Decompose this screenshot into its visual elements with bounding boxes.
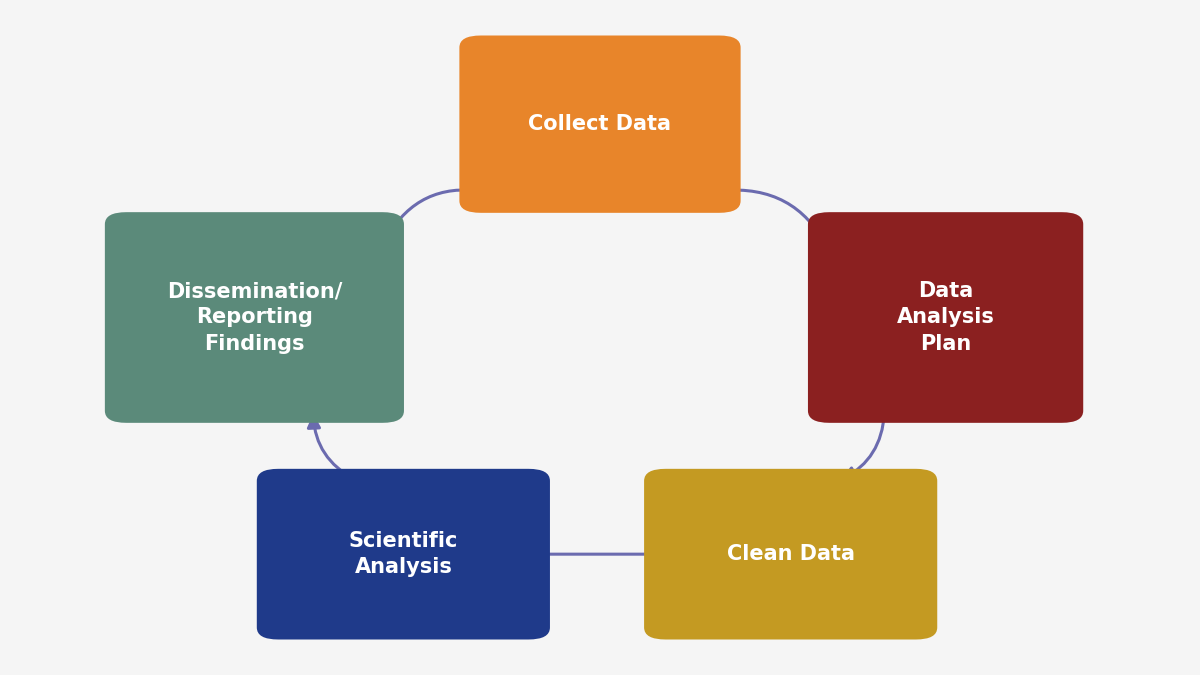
FancyArrowPatch shape xyxy=(384,184,475,244)
Text: Scientific
Analysis: Scientific Analysis xyxy=(349,531,458,577)
Text: Data
Analysis
Plan: Data Analysis Plan xyxy=(896,281,995,354)
FancyArrowPatch shape xyxy=(722,190,827,247)
FancyBboxPatch shape xyxy=(808,212,1084,423)
FancyBboxPatch shape xyxy=(460,36,740,213)
FancyArrowPatch shape xyxy=(308,417,355,479)
Text: Dissemination/
Reporting
Findings: Dissemination/ Reporting Findings xyxy=(167,281,342,354)
FancyArrowPatch shape xyxy=(844,414,884,478)
FancyBboxPatch shape xyxy=(257,469,550,639)
Text: Clean Data: Clean Data xyxy=(727,544,854,564)
FancyBboxPatch shape xyxy=(644,469,937,639)
FancyArrowPatch shape xyxy=(535,549,662,560)
Text: Collect Data: Collect Data xyxy=(528,114,672,134)
FancyBboxPatch shape xyxy=(104,212,404,423)
